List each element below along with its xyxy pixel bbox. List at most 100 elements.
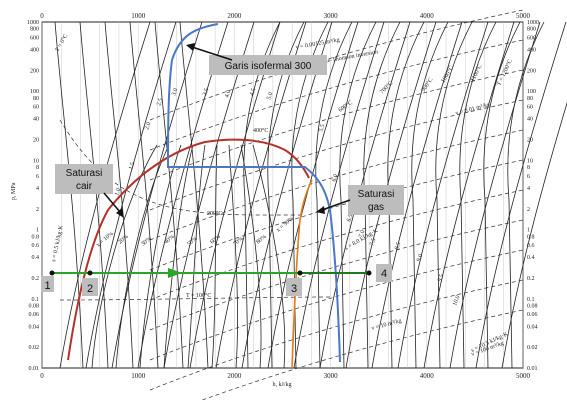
y-tick-right: 0.02 xyxy=(527,345,538,351)
point-3-box xyxy=(286,278,302,296)
y-tick-left: 0.6 xyxy=(32,243,40,249)
y-tick-left: 60 xyxy=(33,105,39,111)
liquid-isotherm xyxy=(129,21,159,369)
sat-liquid-pointer-head xyxy=(116,208,124,218)
y-tick-right: 0.08 xyxy=(527,304,538,310)
y-tick-left: 0.06 xyxy=(29,312,40,318)
liquid-isotherm xyxy=(104,21,134,369)
sat-gas-pointer xyxy=(321,199,351,211)
entropy-line xyxy=(397,21,489,369)
x-tick-bottom: 2000 xyxy=(227,372,242,380)
x-axis-label: h, kJ/kg xyxy=(272,382,291,388)
isotherm-line xyxy=(291,21,329,369)
entropy-value: 7.0 xyxy=(358,230,366,239)
state-point-2-dot xyxy=(87,270,93,276)
quality-value: 20% xyxy=(117,234,129,246)
y-tick-right: 800 xyxy=(527,27,536,33)
isotherm-200-dashed xyxy=(59,119,301,216)
y-tick-right: 0.8 xyxy=(527,234,535,240)
isotherm-pointer-head xyxy=(186,43,195,51)
isotherm-line xyxy=(339,21,377,369)
quality-line xyxy=(115,144,170,369)
entropy-value: 2.5 xyxy=(156,98,164,107)
y-tick-right: 4 xyxy=(527,186,530,192)
entropy-value: 1.0 xyxy=(114,188,122,197)
x-tick-bottom: 5000 xyxy=(516,372,531,380)
y-tick-left: 0.08 xyxy=(29,304,40,310)
entropy-line xyxy=(319,21,411,369)
y-tick-right: 0.1 xyxy=(527,297,535,303)
y-tick-left: 0.02 xyxy=(29,345,40,351)
sat-liquid-box xyxy=(55,164,113,194)
x-tick-top: 1000 xyxy=(131,12,146,20)
y-tick-left: 6 xyxy=(36,174,39,180)
y-tick-left: 0.8 xyxy=(32,234,40,240)
point-2-box xyxy=(82,278,98,296)
y-tick-left: 800 xyxy=(30,27,39,33)
entropy-value: 4.5 xyxy=(249,88,257,97)
isotherm-line xyxy=(459,21,497,369)
orange-line xyxy=(291,179,313,369)
isochore-line xyxy=(149,9,524,121)
isotherm-line xyxy=(507,21,545,369)
isotherm-300-line xyxy=(166,23,341,363)
entropy-line xyxy=(423,21,515,369)
state-point-3-dot xyxy=(297,270,303,276)
x-tick-top: 3000 xyxy=(324,12,339,20)
point-4-label: 4 xyxy=(381,268,387,280)
entropy-value: 8.5 xyxy=(394,242,402,251)
point-1-label: 1 xyxy=(44,280,50,292)
y-tick-left: 10 xyxy=(33,158,39,164)
entropy-line xyxy=(449,21,541,369)
y-tick-right: 10 xyxy=(527,158,533,164)
y-tick-right: 40 xyxy=(527,117,533,123)
y-tick-right: 0.06 xyxy=(527,312,538,318)
entropy-line xyxy=(189,21,281,369)
isochore-line xyxy=(149,39,524,151)
y-tick-right: 60 xyxy=(527,105,533,111)
sat-gas-label-line1: Saturasi xyxy=(358,189,395,200)
entropy-value: 9.0 xyxy=(416,254,424,263)
y-tick-right: 6 xyxy=(527,174,530,180)
isochore-line xyxy=(149,69,524,181)
entropy-line xyxy=(345,21,437,369)
entropy-value: 5.5 xyxy=(318,124,326,133)
quality-line xyxy=(91,144,158,369)
point-4-box xyxy=(376,264,392,282)
y-tick-right: 0.01 xyxy=(527,366,538,372)
x-tick-top: 2000 xyxy=(227,12,242,20)
y-tick-right: 20 xyxy=(527,138,533,144)
isotherm-100-dashed xyxy=(59,296,331,301)
sat-liquid-label-line1: Saturasi xyxy=(66,168,103,179)
y-tick-left: 600 xyxy=(30,35,39,41)
y-tick-right: 80 xyxy=(527,96,533,102)
sat-gas-label-line2: gas xyxy=(368,202,384,213)
entropy-line xyxy=(163,21,255,369)
isochore-line xyxy=(149,249,524,361)
y-tick-right: 1 xyxy=(527,228,530,234)
y-tick-right: 2 xyxy=(527,207,530,213)
entropy-line xyxy=(501,101,567,369)
entropy-value-labels: 1.01.52.02.53.0 3.5 4.0 4.5 5.05.56.06.57.07… xyxy=(114,88,461,307)
isotherm-annotation: Garis isofermal 300 xyxy=(225,61,312,72)
entropy-value: 9.5 xyxy=(437,274,445,283)
isochore-curves xyxy=(59,9,524,400)
entropy-value: 1.5 xyxy=(128,162,136,171)
isochore-line xyxy=(149,219,524,331)
liquid-isotherm xyxy=(154,21,184,369)
y-tick-left: 20 xyxy=(33,138,39,144)
entropy-line xyxy=(59,21,151,369)
quality-value: 60% xyxy=(209,234,221,246)
isochore-line xyxy=(149,129,524,241)
sat-liquid-label-line2: cair xyxy=(76,181,93,192)
y-axis-label: p, MPa xyxy=(11,182,17,200)
process-arrow xyxy=(168,268,182,278)
y-tick-left: 80 xyxy=(33,96,39,102)
x-tick-bottom: 1000 xyxy=(131,372,146,380)
y-tick-left: 200 xyxy=(30,68,39,74)
quality-value: 30% xyxy=(140,236,152,248)
state-point-1-dot xyxy=(49,270,55,276)
